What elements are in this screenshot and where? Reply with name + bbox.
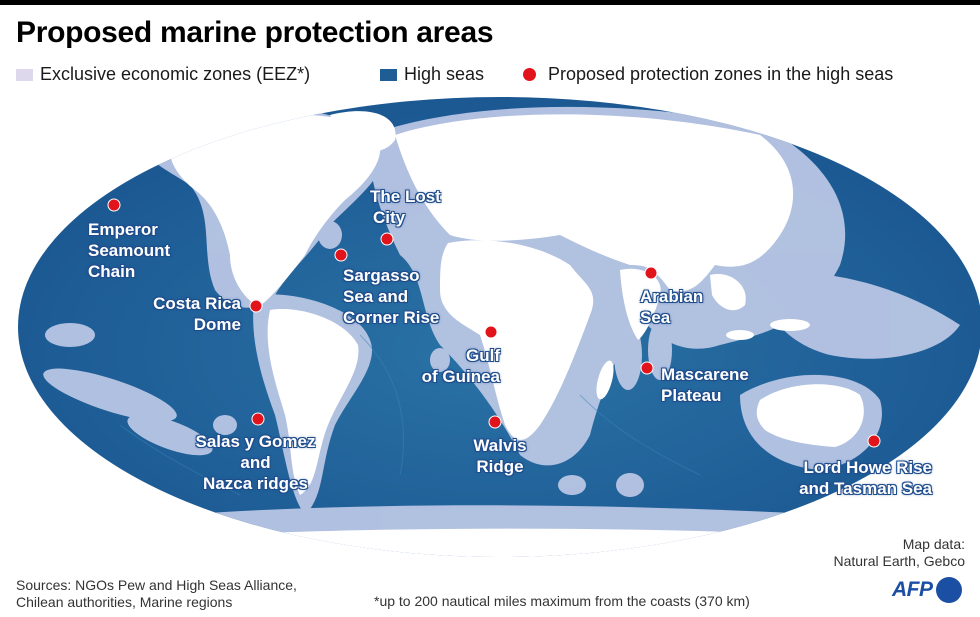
top-rule [0, 0, 980, 5]
label-the-lost-city: The Lost City [370, 187, 441, 227]
red-dot-icon [523, 68, 536, 81]
marker-sargasso-sea[interactable] [334, 248, 348, 262]
marker-walvis-ridge[interactable] [488, 415, 502, 429]
map-data-line-2: Natural Earth, Gebco [833, 553, 965, 569]
legend: Exclusive economic zones (EEZ*) High sea… [0, 64, 980, 88]
afp-circle-icon [935, 577, 962, 603]
marker-emperor-seamount-chain[interactable] [107, 198, 121, 212]
legend-label-protection-zones: Proposed protection zones in the high se… [548, 64, 894, 84]
afp-logo: AFP [892, 577, 962, 603]
page-title: Proposed marine protection areas [16, 16, 494, 49]
high-seas-swatch-icon [380, 68, 397, 81]
marker-the-lost-city[interactable] [380, 232, 394, 246]
eez-swatch-icon [16, 68, 33, 81]
label-sargasso-sea: Sargasso Sea and Corner Rise [343, 266, 440, 327]
afp-logo-text: AFP [892, 578, 933, 601]
legend-label-high-seas: High seas [404, 64, 485, 84]
legend-item-high-seas: High seas [380, 64, 484, 85]
label-salas-y-gomez: Salas y Gomez and Nazca ridges [195, 432, 316, 493]
label-mascarene-plateau: Mascarene Plateau [661, 365, 749, 405]
label-gulf-of-guinea: Gulf of Guinea [421, 346, 500, 386]
legend-item-eez: Exclusive economic zones (EEZ*) [16, 64, 310, 85]
label-walvis-ridge: Walvis Ridge [473, 436, 527, 476]
map-data-credit: Map data: Natural Earth, Gebco [833, 536, 965, 570]
marker-salas-y-gomez[interactable] [251, 412, 265, 426]
label-costa-rica-dome: Costa Rica Dome [153, 294, 241, 334]
label-lord-howe-rise: Lord Howe Rise and Tasman Sea [799, 458, 932, 498]
sources-line-1: Sources: NGOs Pew and High Seas Alliance… [16, 577, 297, 593]
legend-item-protection-zones: Proposed protection zones in the high se… [523, 64, 893, 85]
marker-lord-howe-rise[interactable] [867, 434, 881, 448]
map-data-line-1: Map data: [902, 536, 965, 552]
sources-line-2: Chilean authorities, Marine regions [16, 594, 233, 610]
map-graphic [18, 97, 980, 557]
marker-gulf-of-guinea[interactable] [484, 325, 498, 339]
marker-mascarene-plateau[interactable] [640, 361, 654, 375]
marker-costa-rica-dome[interactable] [249, 299, 263, 313]
legend-label-eez: Exclusive economic zones (EEZ*) [40, 64, 311, 84]
sources-note: Sources: NGOs Pew and High Seas Alliance… [16, 577, 297, 611]
footnote: *up to 200 nautical miles maximum from t… [374, 593, 750, 609]
marker-arabian-sea[interactable] [644, 266, 658, 280]
label-emperor-seamount-chain: Emperor Seamount Chain [88, 220, 171, 281]
world-map: Emperor Seamount Chain Costa Rica Dome The … [0, 95, 980, 560]
label-arabian-sea: Arabian Sea [640, 287, 704, 327]
